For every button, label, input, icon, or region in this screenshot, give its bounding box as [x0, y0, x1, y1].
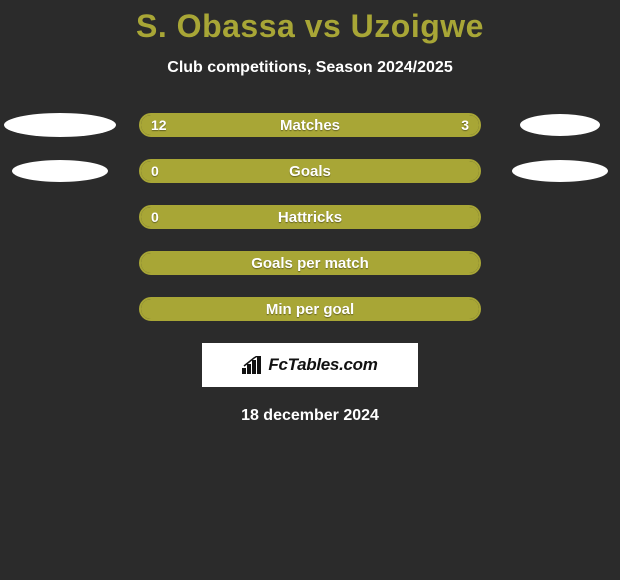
left-slot: [1, 159, 119, 183]
stat-row: 0Hattricks: [0, 205, 620, 229]
page-subtitle: Club competitions, Season 2024/2025: [0, 59, 620, 77]
right-slot: [501, 205, 619, 229]
left-slot: [1, 113, 119, 137]
logo-box[interactable]: FcTables.com: [202, 343, 418, 387]
bar-left-fill: [141, 299, 479, 319]
stat-bar: Min per goal: [139, 297, 481, 321]
logo-text: FcTables.com: [268, 355, 377, 375]
comparison-card: S. Obassa vs Uzoigwe Club competitions, …: [0, 0, 620, 425]
footer-date: 18 december 2024: [0, 407, 620, 425]
stats-rows: 123Matches0Goals0HattricksGoals per matc…: [0, 113, 620, 321]
stat-row: Goals per match: [0, 251, 620, 275]
player-left-marker: [4, 113, 116, 137]
stat-bar: Goals per match: [139, 251, 481, 275]
stat-row: 123Matches: [0, 113, 620, 137]
stat-row: Min per goal: [0, 297, 620, 321]
left-slot: [1, 251, 119, 275]
chart-icon: [242, 356, 264, 374]
player-right-marker: [512, 160, 608, 182]
stat-value-right: 3: [461, 115, 469, 135]
bar-left-fill: [141, 115, 411, 135]
bar-left-fill: [141, 161, 479, 181]
left-slot: [1, 205, 119, 229]
bar-left-fill: [141, 207, 479, 227]
right-slot: [501, 297, 619, 321]
left-slot: [1, 297, 119, 321]
player-left-marker: [12, 160, 108, 182]
stat-row: 0Goals: [0, 159, 620, 183]
logo-inner: FcTables.com: [242, 355, 377, 375]
player-right-marker: [520, 114, 600, 136]
stat-value-left: 0: [151, 207, 159, 227]
right-slot: [501, 159, 619, 183]
right-slot: [501, 251, 619, 275]
bar-left-fill: [141, 253, 479, 273]
stat-bar: 123Matches: [139, 113, 481, 137]
stat-bar: 0Goals: [139, 159, 481, 183]
page-title: S. Obassa vs Uzoigwe: [0, 8, 620, 45]
stat-value-left: 0: [151, 161, 159, 181]
stat-value-left: 12: [151, 115, 167, 135]
right-slot: [501, 113, 619, 137]
stat-bar: 0Hattricks: [139, 205, 481, 229]
